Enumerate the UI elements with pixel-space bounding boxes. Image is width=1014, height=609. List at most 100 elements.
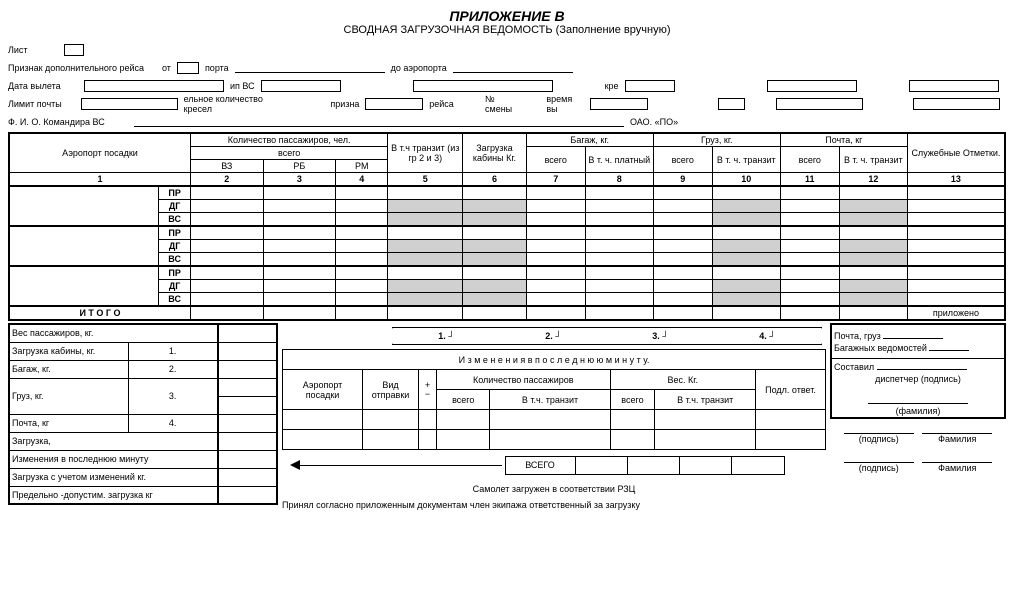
- sig-2: (подпись): [844, 462, 914, 473]
- box-limit[interactable]: [81, 98, 177, 110]
- lb-loadchg: Загрузка с учетом изменений кг.: [9, 468, 218, 486]
- lbl-flight-frag: рейса: [429, 99, 454, 109]
- tag-vc: ВС: [159, 293, 191, 307]
- rb-mail: Почта, груз: [834, 331, 881, 341]
- ul-to[interactable]: [453, 63, 573, 73]
- lb-pax: Вес пассажиров, кг.: [9, 324, 218, 342]
- right-signatures: Почта, груз Багажных ведомостей Составил…: [830, 323, 1006, 473]
- totals-row: И Т О Г О приложено: [9, 306, 1005, 320]
- lb-cabin: Загрузка кабины, кг.: [9, 342, 128, 360]
- table-row: ПР: [9, 226, 1005, 240]
- lb-n2: 2.: [128, 360, 217, 378]
- chg-pax: Количество пассажиров: [437, 370, 611, 390]
- table-row: ДГ: [9, 240, 1005, 253]
- lbl-limit: Лимит почты: [8, 99, 75, 109]
- back-arrow-icon: [282, 456, 502, 474]
- table-row: ПР: [9, 186, 1005, 200]
- table-row[interactable]: [283, 430, 826, 450]
- lbl-seats: кре: [605, 81, 619, 91]
- tag-dg: ДГ: [159, 200, 191, 213]
- lb-load: Загрузка,: [9, 432, 218, 450]
- main-table: Аэропорт посадки Количество пассажиров, …: [8, 132, 1006, 321]
- colnum-3: 3: [263, 173, 336, 187]
- airport-cell-2[interactable]: [9, 226, 159, 266]
- rb-bag: Багажных ведомостей: [834, 343, 927, 353]
- left-summary-table: Вес пассажиров, кг. Загрузка кабины, кг.…: [8, 323, 278, 505]
- hd-transit: В т.ч транзит (из гр 2 и 3): [388, 133, 463, 173]
- chg-tot1: всего: [437, 390, 490, 410]
- box-time[interactable]: [590, 98, 648, 110]
- chg-weight: Вес. Кг.: [610, 370, 755, 390]
- hd-mail: Почта, кг: [780, 133, 907, 147]
- chg-tot2: всего: [610, 390, 655, 410]
- colnum-11: 11: [780, 173, 839, 187]
- hdr-row-sheet: Лист: [8, 42, 1006, 58]
- colnum-13: 13: [907, 173, 1005, 187]
- box-flight[interactable]: [365, 98, 423, 110]
- box-r5[interactable]: [913, 98, 1000, 110]
- arrow-indicator: 1. ┘ 2. ┘ 3. ┘ 4. ┘: [392, 327, 822, 345]
- box-bc[interactable]: [261, 80, 341, 92]
- tag-dg: ДГ: [159, 280, 191, 293]
- hd-rm: РМ: [336, 160, 388, 173]
- hd-tot11: всего: [780, 147, 839, 173]
- ul-commander[interactable]: [134, 117, 624, 127]
- lb-cargo: Груз, кг.: [9, 378, 128, 414]
- document-root: ПРИЛОЖЕНИЕ В СВОДНАЯ ЗАГРУЗОЧНАЯ ВЕДОМОС…: [8, 8, 1006, 510]
- airport-cell-1[interactable]: [9, 186, 159, 226]
- lb-max: Предельно -допустим. загрузка кг: [9, 486, 218, 504]
- box-r3[interactable]: [718, 98, 745, 110]
- colnum-4: 4: [336, 173, 388, 187]
- colnum-12: 12: [839, 173, 907, 187]
- lbl-bc: ип ВС: [230, 81, 255, 91]
- lbl-seats-count: ельное количество кресел: [184, 94, 290, 114]
- hd-tr10: В т. ч. транзит: [712, 147, 780, 173]
- box-r2[interactable]: [909, 80, 999, 92]
- table-row: ДГ: [9, 200, 1005, 213]
- lb-n4: 4.: [128, 414, 217, 432]
- hd-rb: РБ: [263, 160, 336, 173]
- rb-surname: (фамилия): [834, 406, 1002, 416]
- hdr-row-commander: Ф. И. О. Командира ВС ОАО. «ПО»: [8, 114, 1006, 130]
- box-sheet[interactable]: [64, 44, 84, 56]
- title-sub: СВОДНАЯ ЗАГРУЗОЧНАЯ ВЕДОМОСТЬ (Заполнени…: [8, 24, 1006, 36]
- lbl-totals: И Т О Г О: [9, 306, 190, 320]
- rzc-text: Самолет загружен в соответствии РЗЦ: [282, 484, 826, 494]
- colnum-10: 10: [712, 173, 780, 187]
- lbl-time: время вы: [546, 94, 584, 114]
- hd-airport: Аэропорт посадки: [9, 133, 190, 173]
- attach-table: Почта, груз Багажных ведомостей Составил…: [830, 323, 1006, 419]
- box-seats[interactable]: [625, 80, 675, 92]
- hdr-row-date: Дата вылета ип ВС кре: [8, 78, 1006, 94]
- lbl-port-frag: порта: [205, 63, 229, 73]
- lb-lastmin: Изменения в последнюю минуту: [9, 450, 218, 468]
- sig-1: (подпись): [844, 433, 914, 444]
- changes-table: И з м е н е н и я в п о с л е д н ю ю м …: [282, 349, 826, 450]
- box-depdate[interactable]: [84, 80, 224, 92]
- chg-airport: Аэропорт посадки: [283, 370, 363, 410]
- tag-pr: ПР: [159, 226, 191, 240]
- box-mid[interactable]: [413, 80, 553, 92]
- tag-vc: ВС: [159, 253, 191, 267]
- box-r1[interactable]: [767, 80, 857, 92]
- colnum-9: 9: [653, 173, 712, 187]
- box-from[interactable]: [177, 62, 199, 74]
- lbl-sign-frag: призна: [330, 99, 359, 109]
- airport-cell-3[interactable]: [9, 266, 159, 306]
- table-row: ДГ: [9, 280, 1005, 293]
- ul-from[interactable]: [235, 63, 385, 73]
- chg-tr2: В т.ч. транзит: [655, 390, 756, 410]
- lb-bag: Багаж, кг.: [9, 360, 128, 378]
- table-row[interactable]: [283, 410, 826, 430]
- lbl-from: от: [162, 63, 171, 73]
- colnum-8: 8: [585, 173, 653, 187]
- lbl-extra: Признак дополнительного рейса: [8, 63, 156, 73]
- fam-2: Фамилия: [922, 462, 992, 473]
- lbl-depdate: Дата вылета: [8, 81, 78, 91]
- chg-tr1: В т.ч. транзит: [490, 390, 610, 410]
- tag-pr: ПР: [159, 266, 191, 280]
- chg-title: И з м е н е н и я в п о с л е д н ю ю м …: [283, 350, 826, 370]
- tag-dg: ДГ: [159, 240, 191, 253]
- arrow-2: 2.: [545, 331, 553, 341]
- box-r4[interactable]: [776, 98, 863, 110]
